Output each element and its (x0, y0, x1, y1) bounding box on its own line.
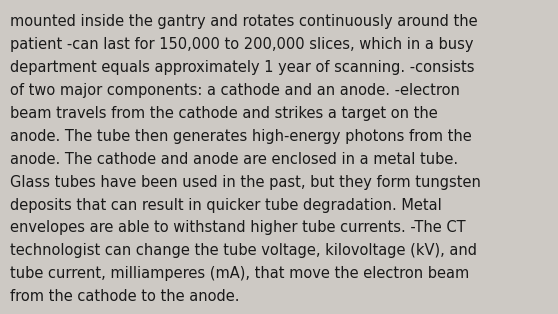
Text: anode. The tube then generates high-energy photons from the: anode. The tube then generates high-ener… (10, 129, 472, 144)
Text: patient -can last for 150,000 to 200,000 slices, which in a busy: patient -can last for 150,000 to 200,000… (10, 37, 474, 52)
Text: beam travels from the cathode and strikes a target on the: beam travels from the cathode and strike… (10, 106, 438, 121)
Text: tube current, milliamperes (mA), that move the electron beam: tube current, milliamperes (mA), that mo… (10, 266, 469, 281)
Text: anode. The cathode and anode are enclosed in a metal tube.: anode. The cathode and anode are enclose… (10, 152, 458, 167)
Text: technologist can change the tube voltage, kilovoltage (kV), and: technologist can change the tube voltage… (10, 243, 477, 258)
Text: of two major components: a cathode and an anode. -electron: of two major components: a cathode and a… (10, 83, 460, 98)
Text: from the cathode to the anode.: from the cathode to the anode. (10, 289, 239, 304)
Text: envelopes are able to withstand higher tube currents. -The CT: envelopes are able to withstand higher t… (10, 220, 466, 236)
Text: department equals approximately 1 year of scanning. -consists: department equals approximately 1 year o… (10, 60, 474, 75)
Text: deposits that can result in quicker tube degradation. Metal: deposits that can result in quicker tube… (10, 198, 442, 213)
Text: mounted inside the gantry and rotates continuously around the: mounted inside the gantry and rotates co… (10, 14, 478, 29)
Text: Glass tubes have been used in the past, but they form tungsten: Glass tubes have been used in the past, … (10, 175, 481, 190)
